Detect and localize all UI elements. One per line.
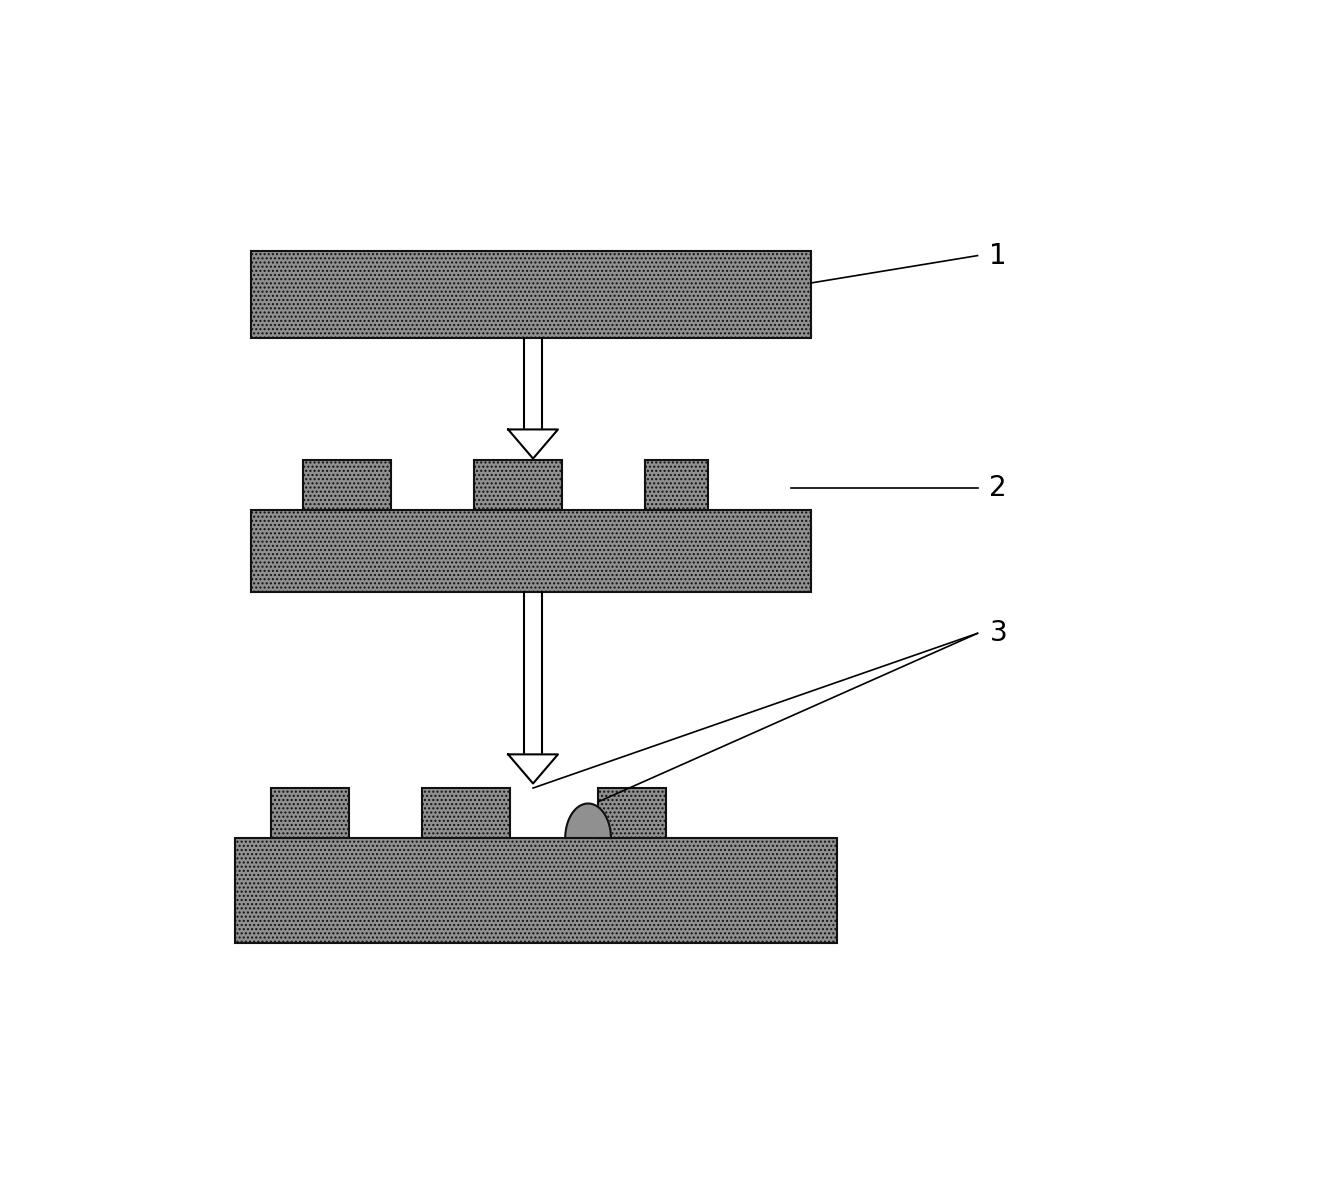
Text: 2: 2 bbox=[989, 474, 1008, 501]
Bar bbox=[251, 511, 812, 592]
Bar bbox=[303, 460, 391, 511]
Bar bbox=[474, 460, 563, 511]
Bar bbox=[251, 251, 812, 338]
Bar bbox=[646, 460, 708, 511]
Polygon shape bbox=[565, 804, 611, 838]
Bar bbox=[271, 788, 350, 838]
Text: 1: 1 bbox=[989, 241, 1008, 269]
Polygon shape bbox=[508, 429, 557, 459]
Bar bbox=[234, 838, 838, 943]
Text: 3: 3 bbox=[989, 619, 1008, 648]
Bar bbox=[599, 788, 666, 838]
Bar bbox=[422, 788, 511, 838]
Polygon shape bbox=[508, 754, 557, 784]
